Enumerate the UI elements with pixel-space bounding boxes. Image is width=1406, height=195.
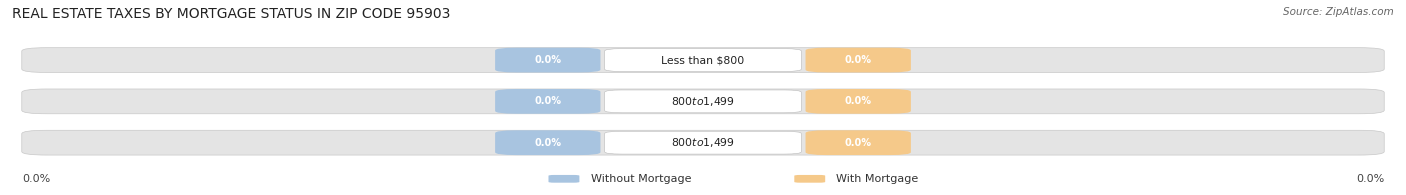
Text: $800 to $1,499: $800 to $1,499 bbox=[671, 136, 735, 149]
FancyBboxPatch shape bbox=[806, 130, 911, 155]
Text: REAL ESTATE TAXES BY MORTGAGE STATUS IN ZIP CODE 95903: REAL ESTATE TAXES BY MORTGAGE STATUS IN … bbox=[11, 6, 450, 20]
Text: 0.0%: 0.0% bbox=[534, 138, 561, 148]
Text: Source: ZipAtlas.com: Source: ZipAtlas.com bbox=[1284, 6, 1395, 17]
FancyBboxPatch shape bbox=[548, 175, 579, 183]
Text: 0.0%: 0.0% bbox=[845, 138, 872, 148]
FancyBboxPatch shape bbox=[495, 130, 600, 155]
Text: 0.0%: 0.0% bbox=[534, 55, 561, 65]
Text: Without Mortgage: Without Mortgage bbox=[591, 174, 692, 184]
FancyBboxPatch shape bbox=[495, 48, 600, 73]
Text: With Mortgage: With Mortgage bbox=[837, 174, 918, 184]
FancyBboxPatch shape bbox=[806, 48, 911, 73]
FancyBboxPatch shape bbox=[605, 131, 801, 154]
FancyBboxPatch shape bbox=[21, 89, 1385, 114]
Text: $800 to $1,499: $800 to $1,499 bbox=[671, 95, 735, 108]
FancyBboxPatch shape bbox=[21, 48, 1385, 73]
FancyBboxPatch shape bbox=[605, 49, 801, 72]
FancyBboxPatch shape bbox=[605, 90, 801, 113]
Text: Less than $800: Less than $800 bbox=[661, 55, 745, 65]
FancyBboxPatch shape bbox=[21, 130, 1385, 155]
Text: 0.0%: 0.0% bbox=[845, 96, 872, 106]
Text: 0.0%: 0.0% bbox=[1355, 174, 1385, 184]
FancyBboxPatch shape bbox=[806, 89, 911, 114]
FancyBboxPatch shape bbox=[495, 89, 600, 114]
Text: 0.0%: 0.0% bbox=[21, 174, 51, 184]
FancyBboxPatch shape bbox=[794, 175, 825, 183]
Text: 0.0%: 0.0% bbox=[845, 55, 872, 65]
Text: 0.0%: 0.0% bbox=[534, 96, 561, 106]
